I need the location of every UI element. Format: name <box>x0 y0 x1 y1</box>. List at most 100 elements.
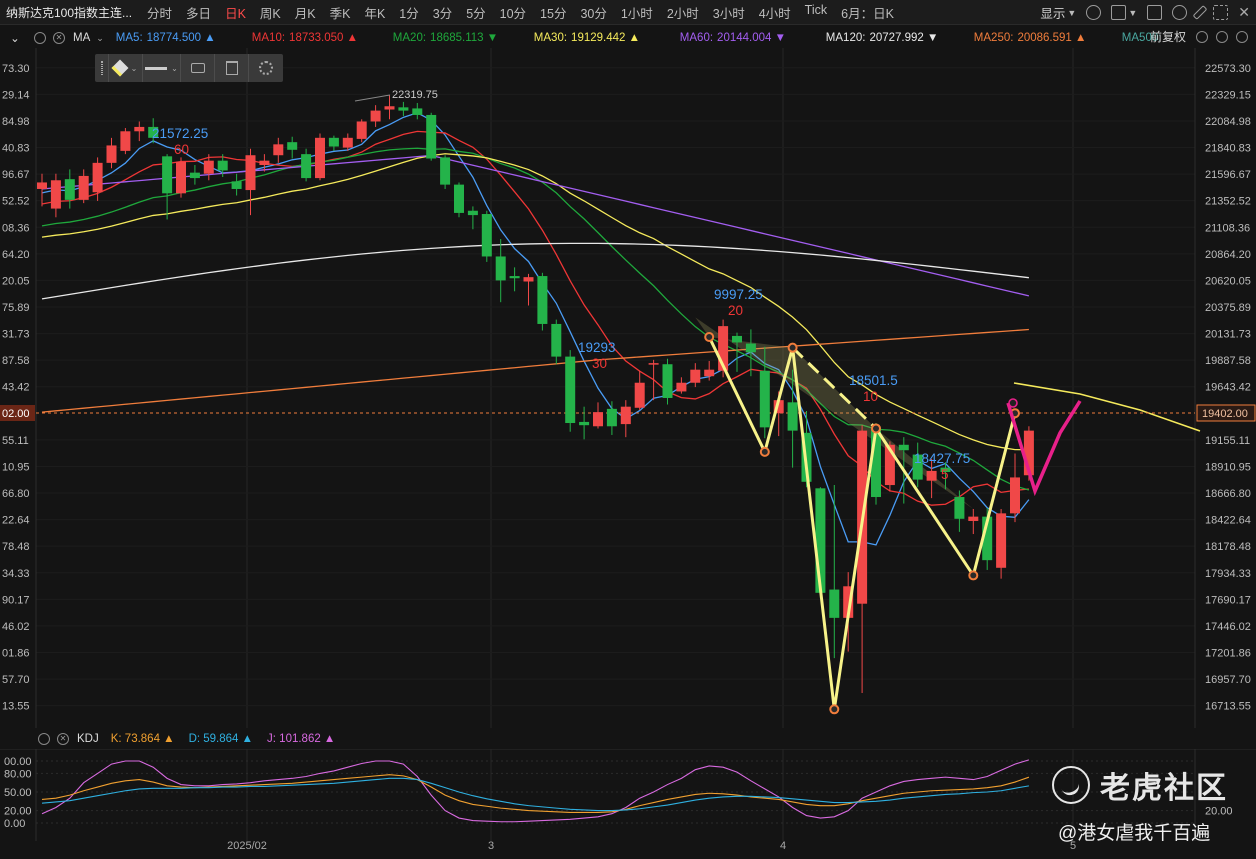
collapse-chevron-icon[interactable]: ⌄ <box>10 33 20 45</box>
candle-body <box>718 326 729 371</box>
period-tab[interactable]: 3分 <box>432 6 453 21</box>
ma-item[interactable]: MA250: 20086.591 ▲ <box>974 32 1106 44</box>
symbol-title[interactable]: 纳斯达克100指数主连... <box>6 5 133 20</box>
period-tab[interactable]: 多日 <box>186 6 212 21</box>
candle-body <box>537 276 548 324</box>
display-menu[interactable]: 显示 <box>1040 7 1066 21</box>
redo-icon[interactable] <box>1216 31 1228 43</box>
price-annotation: 19293 <box>578 340 616 355</box>
period-tab[interactable]: 分时 <box>147 6 173 21</box>
annotation-count: 5 <box>941 467 949 482</box>
chart-settings-icon[interactable] <box>1172 5 1188 20</box>
period-tab[interactable]: 5分 <box>466 6 486 21</box>
zigzag-node <box>704 332 715 343</box>
ma-settings-icon[interactable] <box>34 32 46 44</box>
ma-item[interactable]: MA5: 18774.500 ▲ <box>116 32 236 44</box>
pen-icon[interactable] <box>1192 5 1208 20</box>
drawn-projection <box>1006 400 1082 497</box>
annotation-count: 20 <box>728 303 743 318</box>
price-tick-label: 55.11 <box>2 435 29 447</box>
close-icon[interactable]: ✕ <box>1238 4 1250 20</box>
chevron-down-icon[interactable]: ▼ <box>1128 7 1138 18</box>
pane-close-icon[interactable] <box>1236 31 1248 43</box>
date-axis: 2025/02 3 4 5 <box>0 840 1195 856</box>
period-tab[interactable]: 2小时 <box>666 6 699 21</box>
adjust-selector[interactable]: 前复权 <box>1149 30 1186 44</box>
period-tab[interactable]: 15分 <box>540 6 567 21</box>
candlestick-chart[interactable]: 22573.30 73.30 22329.15 29.14 22084.98 84.98 2… <box>0 48 1256 728</box>
ma-close-icon[interactable]: ✕ <box>53 32 65 44</box>
period-tab[interactable]: 10分 <box>499 6 527 21</box>
period-tab[interactable]: 3小时 <box>712 6 745 21</box>
candle-body <box>120 131 131 151</box>
annotation-count: 30 <box>592 356 607 371</box>
fullscreen-icon[interactable] <box>1213 5 1229 20</box>
kdj-label: J: <box>267 733 280 745</box>
price-tick-label: 18422.64 <box>1205 515 1251 527</box>
price-tick-label: 01.86 <box>2 647 30 659</box>
ma30-projection <box>1013 382 1201 432</box>
ma-item[interactable]: MA20: 18685.113 ▼ <box>393 32 518 44</box>
kdj-settings-icon[interactable] <box>38 733 50 745</box>
kdj-values: K: 73.864 ▲ D: 59.864 ▲ J: 101.862 ▲ <box>111 733 350 745</box>
period-tab[interactable]: Tick <box>804 2 828 17</box>
ma-indicator-label[interactable]: MA <box>73 32 91 44</box>
price-annotation: 22319.75 <box>392 89 438 101</box>
ma-item[interactable]: MA500: <box>1122 32 1182 44</box>
period-tab[interactable]: 1分 <box>399 6 419 21</box>
zigzag-node <box>759 446 770 457</box>
settings-icon[interactable] <box>1086 5 1102 20</box>
period-tab[interactable]: 年K <box>364 6 386 21</box>
candle-body <box>342 137 353 148</box>
candle-body <box>440 157 451 185</box>
settings-icon[interactable] <box>249 54 283 82</box>
period-tab[interactable]: 季K <box>329 6 351 21</box>
drag-handle-icon[interactable] <box>95 54 109 82</box>
layout-icon[interactable] <box>1111 5 1127 20</box>
candle-body <box>106 145 117 163</box>
kdj-background <box>0 749 1256 841</box>
candle-body <box>898 444 909 451</box>
period-tab[interactable]: 6月：日K <box>841 6 894 21</box>
candle-body <box>579 421 590 426</box>
ma-item[interactable]: MA120: 20727.992 ▼ <box>826 32 958 44</box>
candle-body <box>523 277 534 282</box>
pane-controls <box>1196 31 1248 43</box>
brush-icon[interactable]: ⌄ <box>109 54 143 82</box>
ma-dropdown-icon[interactable]: ⌄ <box>96 32 104 43</box>
period-tab[interactable]: 日K <box>225 6 246 21</box>
candle-body <box>843 586 854 618</box>
candle-body <box>37 182 47 189</box>
period-tab[interactable]: 30分 <box>580 6 607 21</box>
price-tick-label: 17201.86 <box>1205 647 1251 659</box>
chevron-down-icon[interactable]: ▼ <box>1067 7 1077 18</box>
candle-body <box>676 382 687 392</box>
period-tab[interactable]: 月K <box>294 6 316 21</box>
eraser-icon[interactable] <box>181 54 215 82</box>
date-label: 3 <box>487 840 495 852</box>
kdj-close-icon[interactable]: ✕ <box>57 733 69 745</box>
candle-body <box>551 323 562 357</box>
candle-body <box>1010 477 1020 514</box>
camera-icon[interactable] <box>1147 5 1163 20</box>
line-style-icon[interactable]: ⌄ <box>143 54 181 82</box>
price-annotation: 18501.5 <box>849 373 898 388</box>
ma-item[interactable]: MA60: 20144.004 ▼ <box>680 32 810 44</box>
period-tab[interactable]: 周K <box>259 6 281 21</box>
trash-icon[interactable] <box>215 54 249 82</box>
candle-body <box>495 256 506 281</box>
ma-item[interactable]: MA30: 19129.442 ▲ <box>534 32 664 44</box>
drawn-dashed <box>791 346 878 430</box>
watermark: 老虎社区 <box>1052 763 1228 807</box>
candle-body <box>231 181 242 189</box>
price-tick-label: 19155.11 <box>1205 435 1250 447</box>
kdj-indicator-label[interactable]: KDJ <box>77 733 99 745</box>
candle-body <box>64 179 75 200</box>
period-tab[interactable]: 1小时 <box>620 6 653 21</box>
ma-value: 19129.442 ▲ <box>571 32 640 44</box>
ma-item[interactable]: MA10: 18733.050 ▲ <box>252 32 377 44</box>
current-price-label: 02.00 <box>2 408 30 420</box>
kdj-tick-label: 80.00 <box>4 768 32 780</box>
undo-icon[interactable] <box>1196 31 1208 43</box>
period-tab[interactable]: 4小时 <box>758 6 791 21</box>
